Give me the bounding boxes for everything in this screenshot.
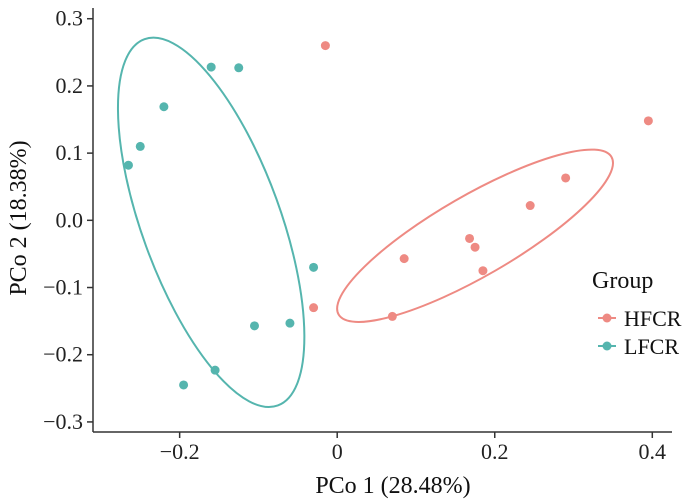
hfcr-point xyxy=(320,41,330,51)
x-tick-label: 0 xyxy=(332,439,343,464)
y-tick-label: 0.0 xyxy=(56,207,84,232)
x-tick-label: 0.4 xyxy=(639,439,667,464)
y-tick-label: 0.1 xyxy=(56,140,84,165)
y-axis-label: PCo 2 (18.38%) xyxy=(6,140,32,295)
hfcr-point xyxy=(525,201,535,211)
legend-title: Group xyxy=(592,268,653,294)
y-tick-label: −0.3 xyxy=(43,409,83,434)
hfcr-point xyxy=(470,242,480,252)
hfcr-point xyxy=(309,303,319,313)
x-tick-label: −0.2 xyxy=(160,439,200,464)
lfcr-point xyxy=(249,321,259,331)
lfcr-point xyxy=(123,160,133,170)
plot-area xyxy=(116,36,653,408)
x-tick-label: 0.2 xyxy=(481,439,509,464)
legend-items: HFCR LFCR xyxy=(598,306,682,359)
hfcr-point xyxy=(478,266,488,276)
lfcr-point xyxy=(210,365,220,375)
lfcr-point xyxy=(234,63,244,73)
lfcr-point xyxy=(285,318,295,328)
y-tick-label: 0.3 xyxy=(56,6,84,31)
lfcr-point xyxy=(179,380,189,390)
lfcr-legend-label: LFCR xyxy=(624,334,679,359)
y-tick-label: −0.1 xyxy=(43,275,83,300)
lfcr-point xyxy=(159,102,169,112)
lfcr-point xyxy=(206,62,216,72)
legend: Group HFCR LFCR xyxy=(592,268,682,359)
lfcr-point xyxy=(135,141,145,151)
hfcr-point xyxy=(387,311,397,321)
lfcr-legend-marker xyxy=(602,341,612,351)
lfcr-confidence-ellipse xyxy=(116,36,306,408)
hfcr-confidence-ellipse xyxy=(336,148,614,323)
x-axis-label: PCo 1 (28.48%) xyxy=(315,473,470,499)
hfcr-point xyxy=(399,254,409,264)
hfcr-legend-marker xyxy=(602,313,612,323)
y-tick-label: −0.2 xyxy=(43,342,83,367)
hfcr-legend-label: HFCR xyxy=(624,306,682,331)
hfcr-point xyxy=(465,233,475,243)
axes: −0.3 −0.2 −0.1 0.0 0.1 0.2 0.3 −0.2 0 0.2 0.4 xyxy=(43,6,672,464)
hfcr-point xyxy=(643,116,653,126)
y-tick-label: 0.2 xyxy=(56,73,84,98)
lfcr-point xyxy=(309,262,319,272)
hfcr-point xyxy=(561,173,571,183)
